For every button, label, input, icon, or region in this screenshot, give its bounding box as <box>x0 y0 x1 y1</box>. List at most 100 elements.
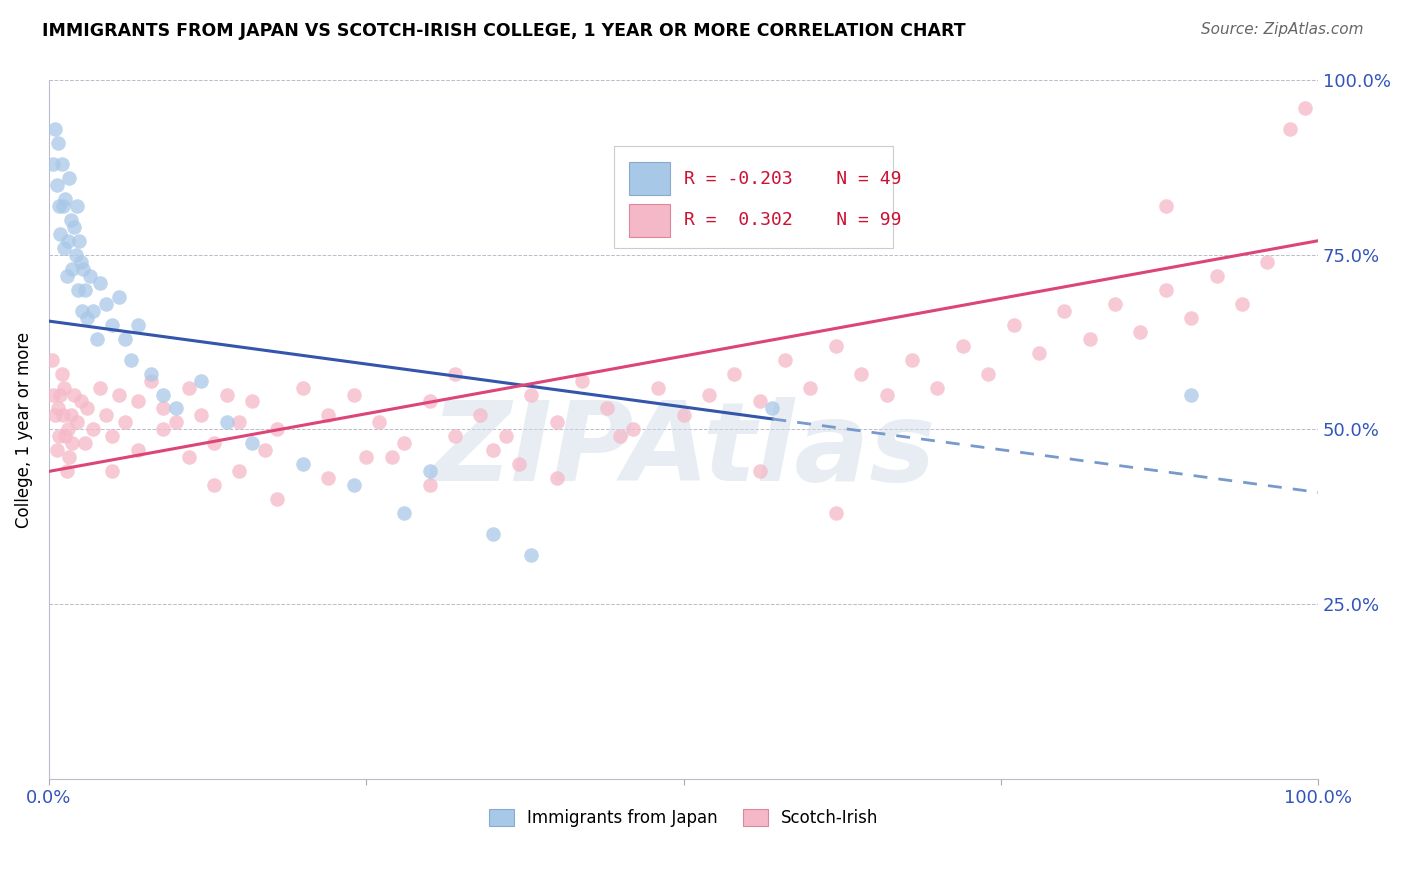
Point <box>67 234 90 248</box>
Point <box>520 387 543 401</box>
Point <box>56 422 79 436</box>
Point <box>342 478 364 492</box>
Point <box>66 199 89 213</box>
Point <box>773 352 796 367</box>
Point <box>609 429 631 443</box>
Point <box>546 471 568 485</box>
Point <box>228 464 250 478</box>
Point <box>101 429 124 443</box>
Point <box>1256 254 1278 268</box>
Point <box>139 367 162 381</box>
Point <box>53 241 76 255</box>
Point <box>51 367 73 381</box>
Point <box>94 296 117 310</box>
Legend: Immigrants from Japan, Scotch-Irish: Immigrants from Japan, Scotch-Irish <box>482 802 884 833</box>
Point <box>419 478 441 492</box>
Point <box>394 436 416 450</box>
Point <box>1180 387 1202 401</box>
Point <box>215 416 238 430</box>
Point <box>55 268 77 283</box>
Point <box>82 422 104 436</box>
Point <box>55 464 77 478</box>
Point <box>107 387 129 401</box>
Point <box>266 492 288 507</box>
Bar <box>628 203 669 237</box>
Point <box>46 136 69 150</box>
Point <box>127 318 149 332</box>
Point <box>190 374 212 388</box>
Point <box>152 387 174 401</box>
Point <box>1154 283 1177 297</box>
Point <box>63 387 86 401</box>
Point <box>73 283 96 297</box>
Point <box>69 394 91 409</box>
Point <box>49 387 72 401</box>
Y-axis label: College, 1 year or more: College, 1 year or more <box>15 332 32 527</box>
Point <box>697 387 720 401</box>
Point <box>761 401 783 416</box>
Point <box>73 436 96 450</box>
Point <box>58 450 80 465</box>
Point <box>824 338 846 352</box>
Point <box>215 387 238 401</box>
Point <box>69 254 91 268</box>
Point <box>266 422 288 436</box>
Point <box>202 436 225 450</box>
Point <box>748 464 770 478</box>
Point <box>165 401 187 416</box>
Point <box>56 234 79 248</box>
Point <box>1230 296 1253 310</box>
Point <box>59 212 82 227</box>
Point <box>470 409 492 423</box>
Point <box>824 506 846 520</box>
Point <box>876 387 898 401</box>
Point <box>89 380 111 394</box>
Point <box>53 380 76 394</box>
Point <box>45 178 67 192</box>
Point <box>139 374 162 388</box>
Text: R =  0.302    N = 99: R = 0.302 N = 99 <box>683 211 901 229</box>
Point <box>59 409 82 423</box>
Point <box>1104 296 1126 310</box>
Point <box>495 429 517 443</box>
Point <box>977 367 1000 381</box>
Point <box>49 227 72 241</box>
Point <box>152 401 174 416</box>
Point <box>76 401 98 416</box>
Point <box>1180 310 1202 325</box>
Point <box>89 276 111 290</box>
Point <box>228 416 250 430</box>
Point <box>291 380 314 394</box>
Point <box>190 409 212 423</box>
Point <box>571 374 593 388</box>
Point <box>851 367 873 381</box>
Point <box>55 192 77 206</box>
Point <box>48 429 70 443</box>
Point <box>444 429 467 443</box>
Point <box>240 436 263 450</box>
Point <box>55 429 77 443</box>
Point <box>799 380 821 394</box>
Point <box>48 199 70 213</box>
Point <box>41 352 63 367</box>
Point <box>58 170 80 185</box>
Point <box>44 409 66 423</box>
Point <box>82 303 104 318</box>
Point <box>1205 268 1227 283</box>
Text: R = -0.203    N = 49: R = -0.203 N = 49 <box>683 169 901 187</box>
Point <box>419 464 441 478</box>
Point <box>65 248 87 262</box>
Point <box>101 464 124 478</box>
Point <box>316 409 339 423</box>
Bar <box>628 161 669 195</box>
Point <box>70 303 93 318</box>
Point <box>52 199 75 213</box>
Point <box>44 122 66 136</box>
Point <box>240 394 263 409</box>
Point <box>60 436 83 450</box>
Point <box>672 409 695 423</box>
Point <box>444 367 467 381</box>
Point <box>748 394 770 409</box>
Point <box>42 387 65 401</box>
Point <box>114 416 136 430</box>
